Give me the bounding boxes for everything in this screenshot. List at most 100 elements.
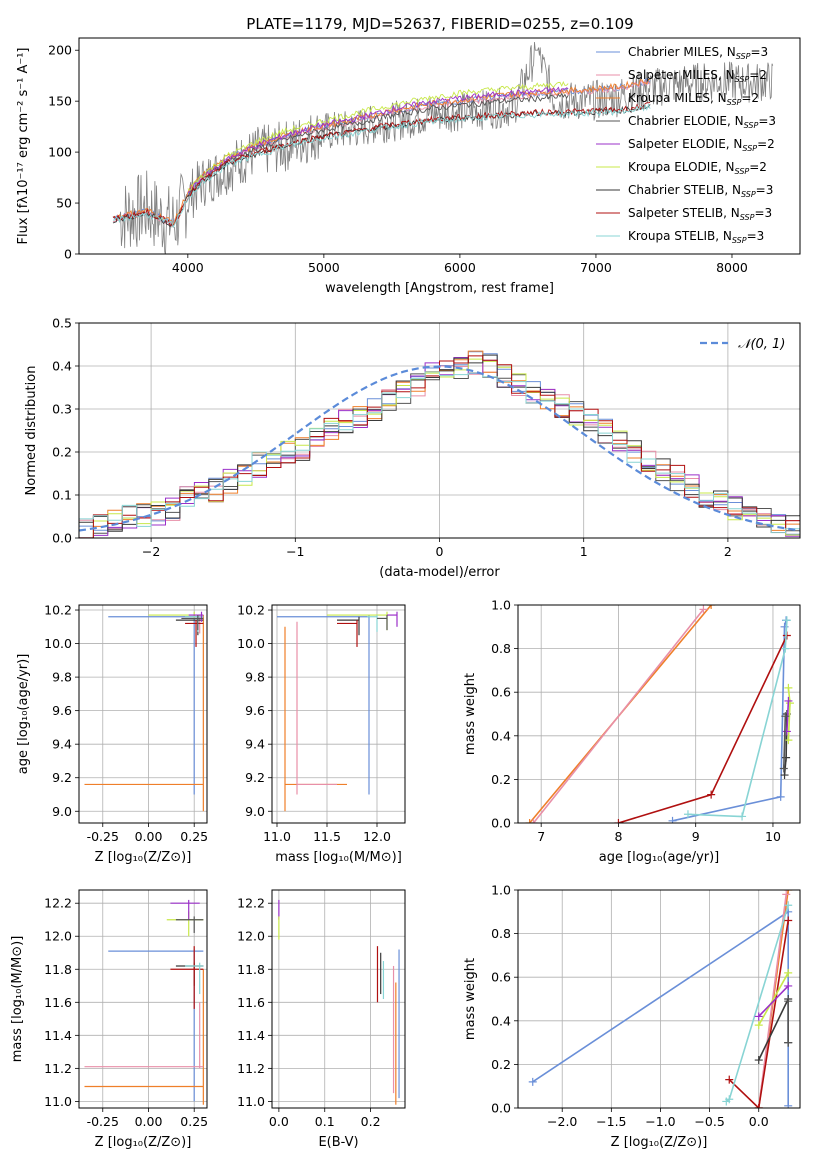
mass-weight-marker bbox=[529, 819, 538, 823]
x-axis-label: Z [log₁₀(Z/Z⊙)] bbox=[611, 1135, 708, 1150]
y-tick-label: 9.0 bbox=[52, 804, 72, 819]
x-tick-label: −2.0 bbox=[547, 1114, 577, 1129]
massweight-vs-metallicity-panel: −2.0 −1.5 −1.0 −0.5 0.0 0.0 0.2 0.4 0.6 0.8 1.0 Z [… bbox=[463, 883, 801, 1150]
y-tick-label: 12.2 bbox=[237, 896, 265, 911]
y-tick-label: 11.6 bbox=[237, 995, 265, 1010]
mass-weight-marker bbox=[784, 890, 793, 894]
x-tick-label: 0 bbox=[436, 544, 444, 559]
legend-entry: Chabrier MILES, NSSP=3 bbox=[628, 45, 768, 61]
model-fit-line bbox=[187, 81, 569, 191]
x-tick-label: 10 bbox=[765, 829, 781, 844]
legend-entry: Chabrier ELODIE, NSSP=3 bbox=[628, 114, 776, 130]
y-tick-label: 12.0 bbox=[44, 929, 72, 944]
x-tick-label: 0.0 bbox=[749, 1114, 769, 1129]
x-tick-label: 2 bbox=[724, 544, 732, 559]
x-tick-label: 6000 bbox=[444, 260, 476, 275]
y-tick-label: 100 bbox=[48, 145, 72, 160]
y-tick-label: 1.0 bbox=[491, 598, 511, 613]
mass-weight-line bbox=[758, 985, 789, 1017]
observed-spectrum-line bbox=[119, 41, 774, 254]
y-axis-label: mass weight bbox=[463, 673, 478, 755]
y-tick-label: 200 bbox=[48, 43, 72, 58]
age-vs-metallicity-panel: -0.25 0.00 0.25 9.0 9.2 9.4 9.6 9.8 10.0 10.2 Z [l… bbox=[16, 603, 208, 865]
y-tick-label: 0.4 bbox=[491, 728, 511, 743]
x-tick-label: 11.5 bbox=[313, 829, 341, 844]
plot-frame bbox=[271, 889, 406, 1109]
mass-weight-line bbox=[672, 620, 787, 822]
x-axis-label: Z [log₁₀(Z/Z⊙)] bbox=[95, 1135, 192, 1150]
mass-weight-marker bbox=[784, 901, 793, 910]
y-tick-label: 9.4 bbox=[52, 737, 72, 752]
model-fit-line bbox=[112, 78, 651, 227]
y-axis-label: Flux [fλ10⁻¹⁷ erg cm⁻² s⁻¹ A⁻¹] bbox=[16, 48, 31, 245]
massweight-vs-age-panel: 7 8 9 10 0.0 0.2 0.4 0.6 0.8 1.0 age [log₁₀(age/yr… bbox=[463, 598, 801, 865]
mass-weight-marker bbox=[784, 968, 793, 977]
y-tick-label: 12.2 bbox=[44, 896, 72, 911]
y-tick-label: 11.8 bbox=[237, 962, 265, 977]
y-tick-label: 0.8 bbox=[491, 926, 511, 941]
mass-weight-line bbox=[783, 716, 787, 769]
model-fit-line bbox=[112, 103, 651, 229]
legend-entry: Kroupa ELODIE, NSSP=2 bbox=[628, 160, 767, 176]
y-tick-label: 0.2 bbox=[491, 1057, 511, 1072]
mass-weight-marker bbox=[781, 644, 790, 653]
mass-weight-marker bbox=[784, 1038, 793, 1047]
y-axis-label: Normed distribution bbox=[24, 366, 39, 496]
plot-area bbox=[278, 899, 400, 1105]
x-tick-label: 7000 bbox=[580, 260, 612, 275]
y-tick-label: 11.8 bbox=[44, 962, 72, 977]
x-axis-label: E(B-V) bbox=[318, 1135, 358, 1150]
mass-vs-extinction-panel: 0.0 0.1 0.2 11.0 11.2 11.4 11.6 11.8 12.0 12.2 E(B… bbox=[237, 889, 406, 1150]
mass-weight-marker bbox=[754, 1056, 763, 1065]
y-tick-label: 9.2 bbox=[52, 770, 72, 785]
model-fit-line bbox=[112, 101, 651, 226]
y-axis-label: age [log₁₀(age/yr)] bbox=[16, 654, 31, 775]
mass-weight-marker bbox=[725, 1095, 734, 1104]
legend-entry: Salpeter MILES, NSSP=2 bbox=[628, 68, 767, 84]
x-tick-label: 8 bbox=[614, 829, 622, 844]
mass-weight-marker bbox=[525, 819, 534, 823]
mass-weight-marker bbox=[754, 1012, 763, 1021]
plot-area bbox=[277, 611, 398, 812]
y-tick-label: 50 bbox=[56, 196, 72, 211]
y-tick-label: 10.2 bbox=[237, 603, 265, 618]
x-tick-label: 12.0 bbox=[363, 829, 391, 844]
x-tick-label: 5000 bbox=[308, 260, 340, 275]
y-tick-label: 150 bbox=[48, 94, 72, 109]
x-tick-label: 0.0 bbox=[269, 1114, 289, 1129]
model-fit-line bbox=[187, 92, 569, 197]
legend-entry: Salpeter STELIB, NSSP=3 bbox=[628, 206, 772, 222]
x-tick-label: −0.5 bbox=[694, 1114, 724, 1129]
plot-frame bbox=[78, 322, 801, 539]
x-tick-label: 0.25 bbox=[180, 1114, 208, 1129]
y-tick-label: 0.8 bbox=[491, 641, 511, 656]
y-tick-label: 11.4 bbox=[44, 1028, 72, 1043]
x-tick-label: 4000 bbox=[172, 260, 204, 275]
plot-area bbox=[525, 605, 794, 823]
y-tick-label: 0.4 bbox=[52, 359, 72, 374]
y-tick-label: 11.2 bbox=[237, 1061, 265, 1076]
mass-weight-marker bbox=[784, 1101, 793, 1108]
y-axis-label: mass [log₁₀(M/M⊙)] bbox=[10, 936, 25, 1063]
y-tick-label: 9.4 bbox=[245, 737, 265, 752]
y-tick-label: 12.0 bbox=[237, 929, 265, 944]
mass-weight-marker bbox=[614, 819, 623, 823]
histogram-line bbox=[79, 355, 800, 538]
plot-area bbox=[112, 41, 774, 254]
plot-frame bbox=[517, 604, 801, 824]
mass-weight-marker bbox=[784, 683, 793, 692]
mass-weight-marker bbox=[781, 712, 790, 721]
plot-frame bbox=[517, 889, 801, 1109]
x-axis-label: Z [log₁₀(Z/Z⊙)] bbox=[95, 850, 192, 865]
x-tick-label: −1 bbox=[286, 544, 304, 559]
y-tick-label: 11.0 bbox=[44, 1094, 72, 1109]
mass-weight-marker bbox=[754, 1021, 763, 1030]
y-tick-label: 0.2 bbox=[491, 772, 511, 787]
mass-weight-line bbox=[618, 635, 788, 823]
histogram-line bbox=[79, 371, 800, 534]
mass-weight-marker bbox=[782, 890, 791, 899]
x-tick-label: 0.2 bbox=[361, 1114, 381, 1129]
y-tick-label: 0.0 bbox=[52, 531, 72, 546]
x-axis-label: (data-model)/error bbox=[379, 565, 500, 580]
